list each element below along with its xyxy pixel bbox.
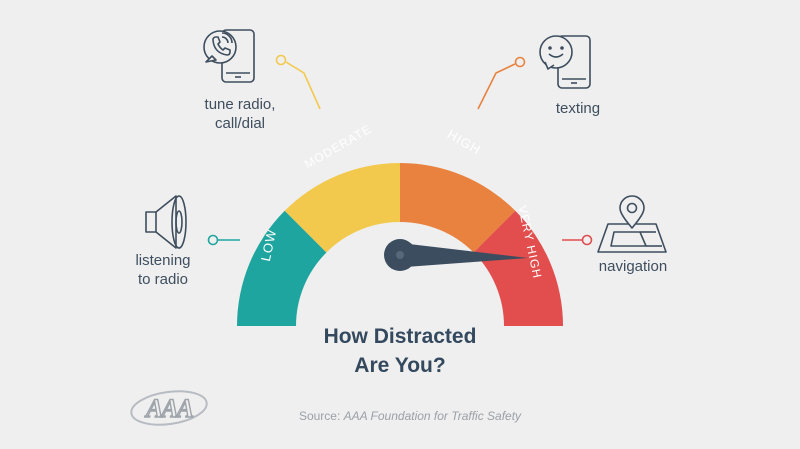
activity-label-line: navigation [598, 258, 668, 275]
aaa-logo: AAA [130, 390, 208, 426]
svg-text:AAA: AAA [144, 394, 194, 423]
activity-label-tune-radio-call-dial: tune radio, call/dial [192, 95, 288, 133]
connector-low [207, 234, 240, 246]
speaker-icon [145, 195, 187, 249]
phone-smiley-icon [539, 35, 591, 89]
source-org: AAA Foundation for Traffic Safety [343, 409, 522, 423]
source-prefix: Source: [298, 409, 344, 423]
gauge-segment-low [237, 210, 327, 326]
gauge-segment-very-high [473, 210, 563, 326]
segment-label-moderate: MODERATE [302, 122, 374, 172]
activity-label-line: to radio [137, 271, 189, 288]
activity-label-line: texting [555, 100, 601, 117]
activity-label-listening-to-radio: listening to radio [118, 251, 208, 289]
activity-label-line: listening [135, 252, 191, 269]
segment-label-low: LOW [258, 228, 279, 263]
gauge-needle [384, 239, 528, 271]
gauge-segment-high [400, 163, 516, 253]
gauge-segment-moderate [284, 163, 400, 253]
phone-call-icon [203, 29, 255, 83]
segment-label-high: HIGH [445, 126, 484, 157]
map-pin-icon [597, 195, 667, 253]
source-credit: Source: AAA Foundation for Traffic Safet… [280, 409, 540, 423]
connector-moderate [275, 54, 321, 110]
activity-label-navigation: navigation [588, 257, 678, 276]
connector-very-high [562, 234, 593, 246]
activity-label-line: call/dial [214, 115, 266, 132]
connector-high [477, 56, 526, 110]
title-line: Are You? [354, 354, 446, 377]
title-line: How Distracted [323, 325, 477, 348]
activity-label-texting: texting [540, 99, 616, 118]
infographic-title: How Distracted Are You? [300, 322, 500, 380]
activity-label-line: tune radio, [204, 96, 276, 113]
